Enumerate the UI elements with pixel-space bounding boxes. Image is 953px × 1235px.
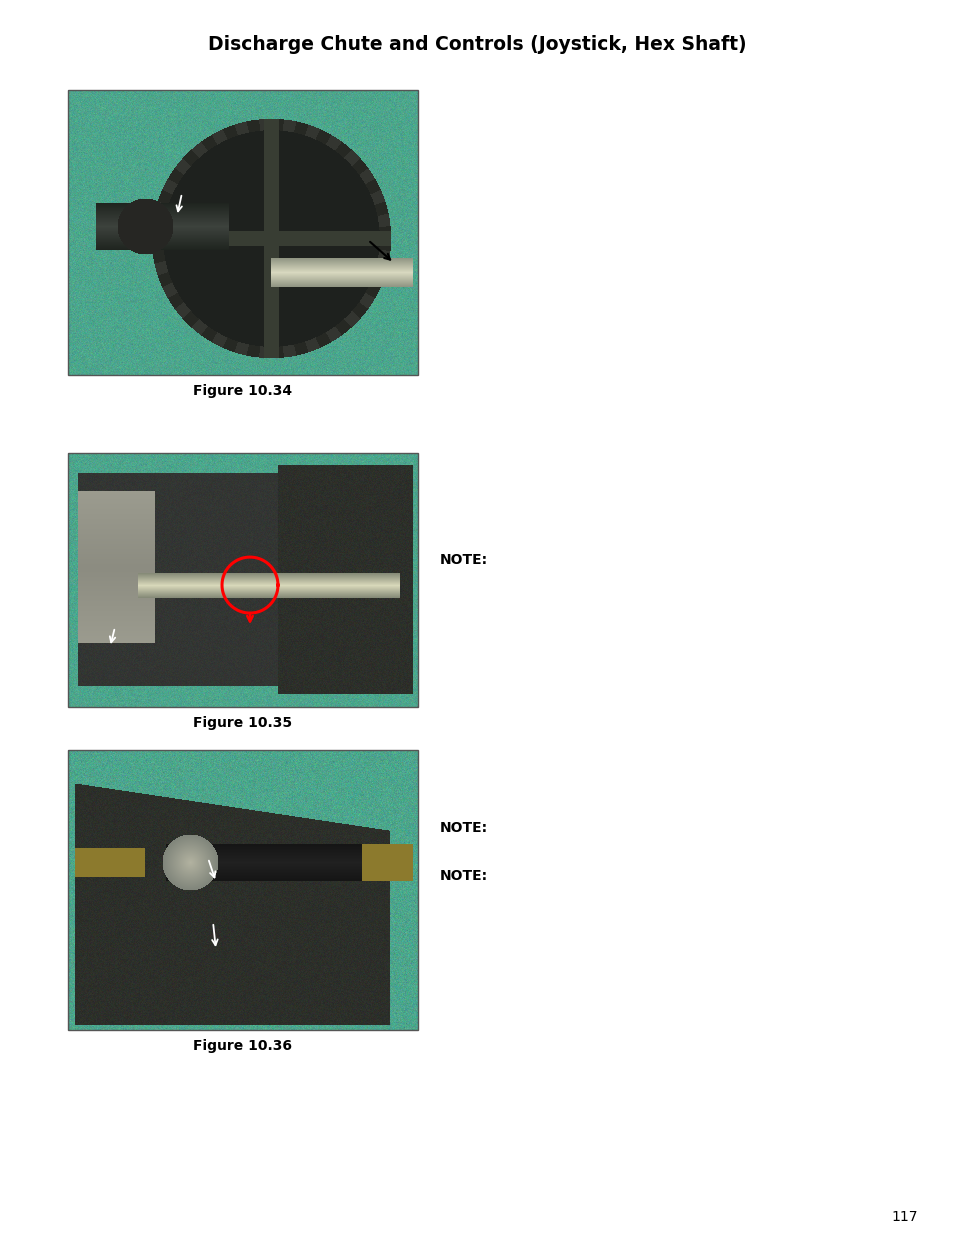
Bar (68, 90, 417, 375)
Text: NOTE:: NOTE: (439, 821, 488, 835)
Bar (68, 750, 417, 1030)
Text: 117: 117 (891, 1210, 918, 1224)
Text: Discharge Chute and Controls (Joystick, Hex Shaft): Discharge Chute and Controls (Joystick, … (208, 35, 745, 54)
Text: NOTE:: NOTE: (439, 553, 488, 567)
Text: Figure 10.35: Figure 10.35 (193, 716, 293, 730)
Text: Figure 10.36: Figure 10.36 (193, 1039, 293, 1053)
Text: Figure 10.34: Figure 10.34 (193, 384, 293, 398)
Bar (68, 453, 417, 706)
Text: NOTE:: NOTE: (439, 869, 488, 883)
